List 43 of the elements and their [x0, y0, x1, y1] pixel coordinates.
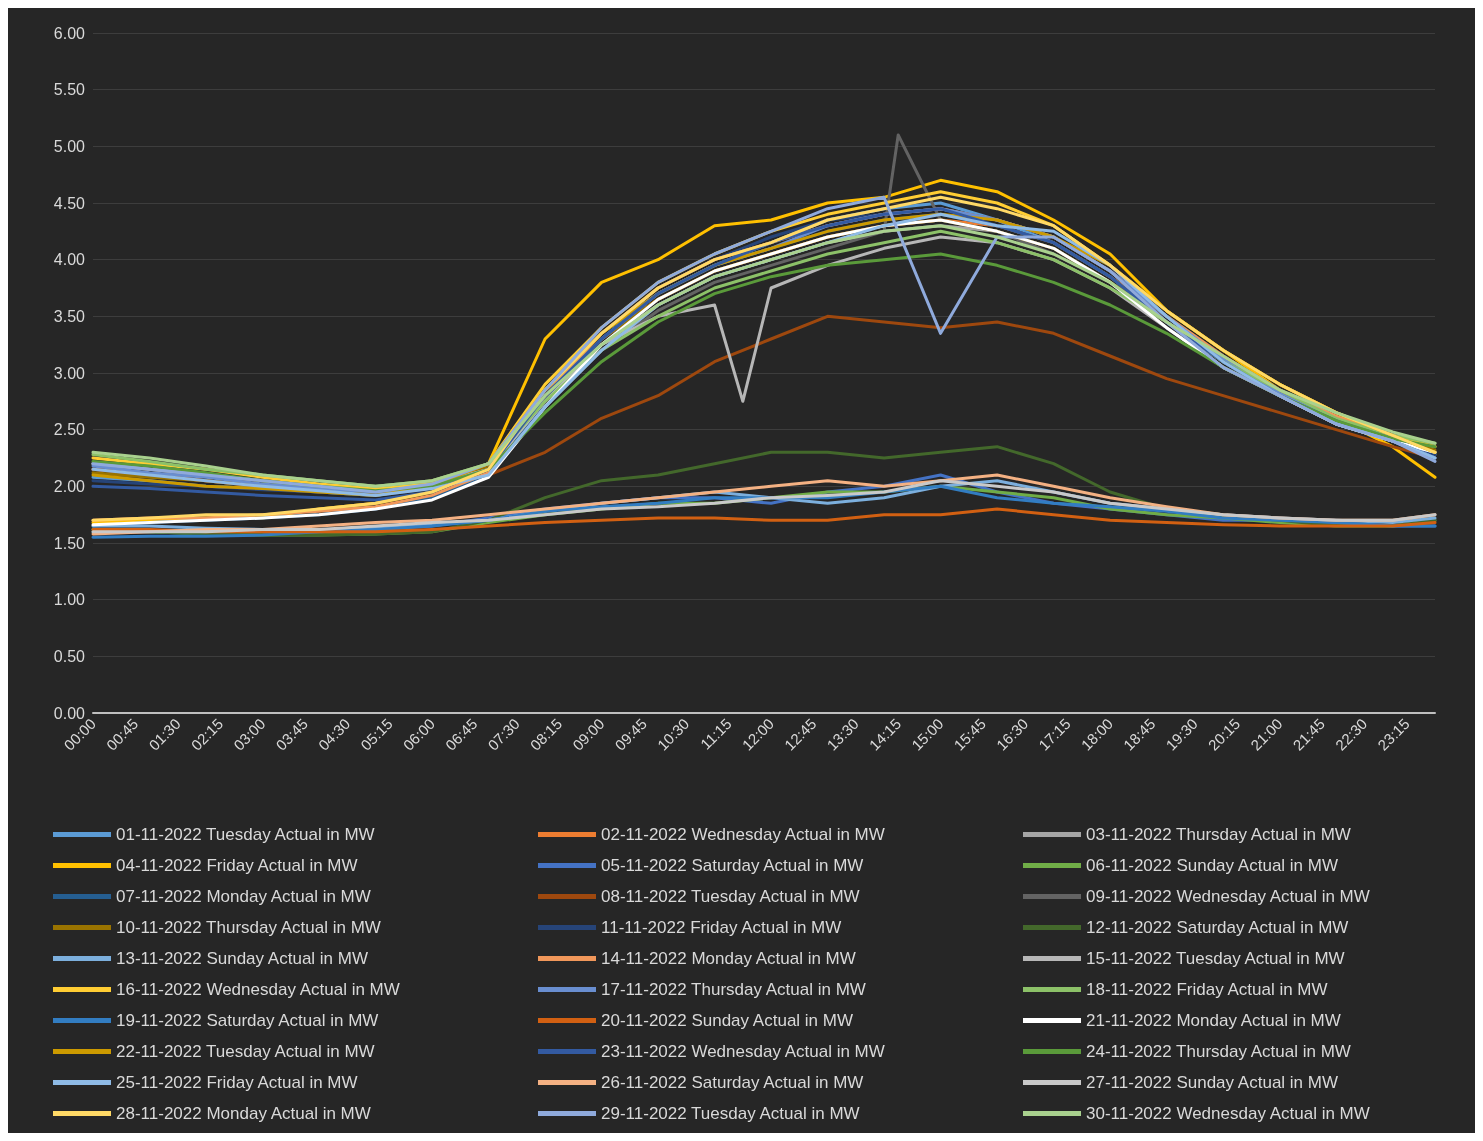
legend-label: 17-11-2022 Thursday Actual in MW	[601, 980, 866, 999]
legend-label: 26-11-2022 Saturday Actual in MW	[601, 1073, 864, 1092]
legend-label: 09-11-2022 Wednesday Actual in MW	[1086, 887, 1370, 906]
legend-label: 10-11-2022 Thursday Actual in MW	[116, 918, 381, 937]
y-tick-label: 0.00	[53, 704, 86, 722]
y-tick-label: 2.00	[53, 477, 86, 495]
legend-label: 14-11-2022 Monday Actual in MW	[601, 949, 856, 968]
y-tick-label: 2.50	[53, 421, 86, 439]
y-tick-label: 5.50	[53, 81, 86, 99]
legend-label: 25-11-2022 Friday Actual in MW	[116, 1073, 358, 1092]
y-tick-label: 3.50	[53, 307, 86, 325]
y-tick-label: 6.00	[53, 24, 86, 42]
y-tick-label: 4.50	[53, 194, 86, 212]
y-tick-label: 4.00	[53, 251, 86, 269]
legend-label: 22-11-2022 Tuesday Actual in MW	[116, 1042, 375, 1061]
legend-label: 07-11-2022 Monday Actual in MW	[116, 887, 371, 906]
legend-label: 05-11-2022 Saturday Actual in MW	[601, 856, 864, 875]
legend-label: 23-11-2022 Wednesday Actual in MW	[601, 1042, 885, 1061]
y-tick-label: 5.00	[53, 137, 86, 155]
legend-label: 11-11-2022 Friday Actual in MW	[601, 918, 842, 937]
legend-label: 08-11-2022 Tuesday Actual in MW	[601, 887, 860, 906]
legend-label: 03-11-2022 Thursday Actual in MW	[1086, 825, 1351, 844]
y-tick-label: 1.50	[53, 534, 86, 552]
legend-label: 15-11-2022 Tuesday Actual in MW	[1086, 949, 1345, 968]
legend-label: 27-11-2022 Sunday Actual in MW	[1086, 1073, 1338, 1092]
legend-label: 29-11-2022 Tuesday Actual in MW	[601, 1104, 860, 1123]
legend-label: 30-11-2022 Wednesday Actual in MW	[1086, 1104, 1370, 1123]
legend-label: 20-11-2022 Sunday Actual in MW	[601, 1011, 853, 1030]
y-tick-label: 0.50	[53, 647, 86, 665]
legend-label: 06-11-2022 Sunday Actual in MW	[1086, 856, 1338, 875]
legend-label: 04-11-2022 Friday Actual in MW	[116, 856, 358, 875]
legend-label: 16-11-2022 Wednesday Actual in MW	[116, 980, 400, 999]
legend-label: 01-11-2022 Tuesday Actual in MW	[116, 825, 375, 844]
y-tick-label: 3.00	[53, 364, 86, 382]
legend-label: 18-11-2022 Friday Actual in MW	[1086, 980, 1328, 999]
y-tick-label: 1.00	[53, 591, 86, 609]
legend-label: 28-11-2022 Monday Actual in MW	[116, 1104, 371, 1123]
legend-label: 24-11-2022 Thursday Actual in MW	[1086, 1042, 1351, 1061]
legend-label: 13-11-2022 Sunday Actual in MW	[116, 949, 368, 968]
legend-label: 21-11-2022 Monday Actual in MW	[1086, 1011, 1341, 1030]
legend-label: 19-11-2022 Saturday Actual in MW	[116, 1011, 379, 1030]
legend-label: 12-11-2022 Saturday Actual in MW	[1086, 918, 1349, 937]
legend-label: 02-11-2022 Wednesday Actual in MW	[601, 825, 885, 844]
